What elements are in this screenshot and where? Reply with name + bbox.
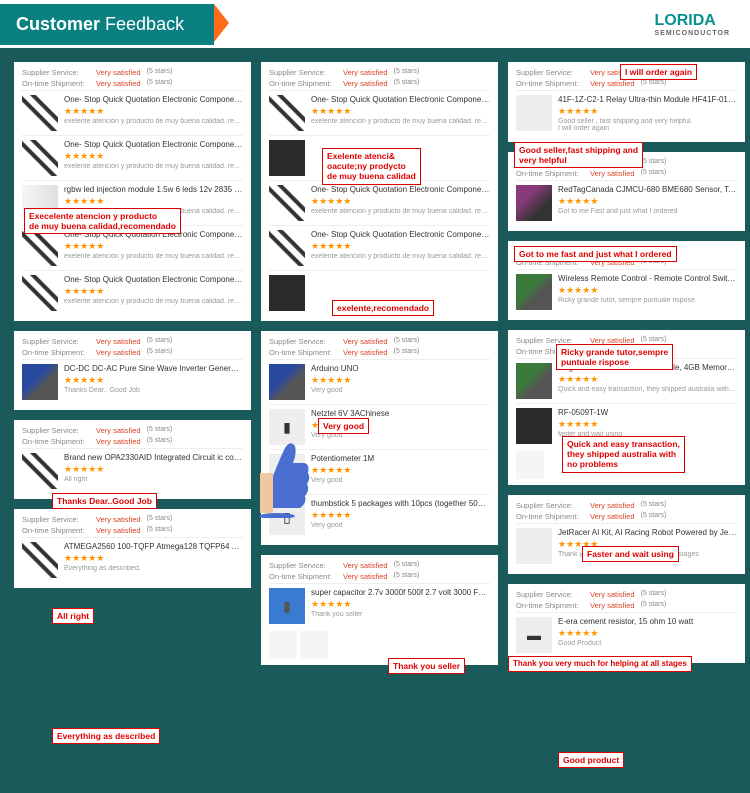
header-title: Customer Feedback: [0, 4, 214, 45]
callout: Execelente atencion y producto de muy bu…: [24, 208, 181, 234]
col-1: Supplier Service:Very satisfied (5 stars…: [14, 62, 251, 665]
logo: LORIDA SEMICONDUCTOR: [655, 12, 730, 37]
thumbs-up-icon: [245, 428, 315, 518]
thumb: [22, 95, 58, 131]
card: Supplier Service:Very satisfied (5 stars…: [14, 62, 251, 321]
header: Customer Feedback LORIDA SEMICONDUCTOR: [0, 0, 750, 48]
content: Supplier Service:Very satisfied (5 stars…: [0, 48, 750, 679]
